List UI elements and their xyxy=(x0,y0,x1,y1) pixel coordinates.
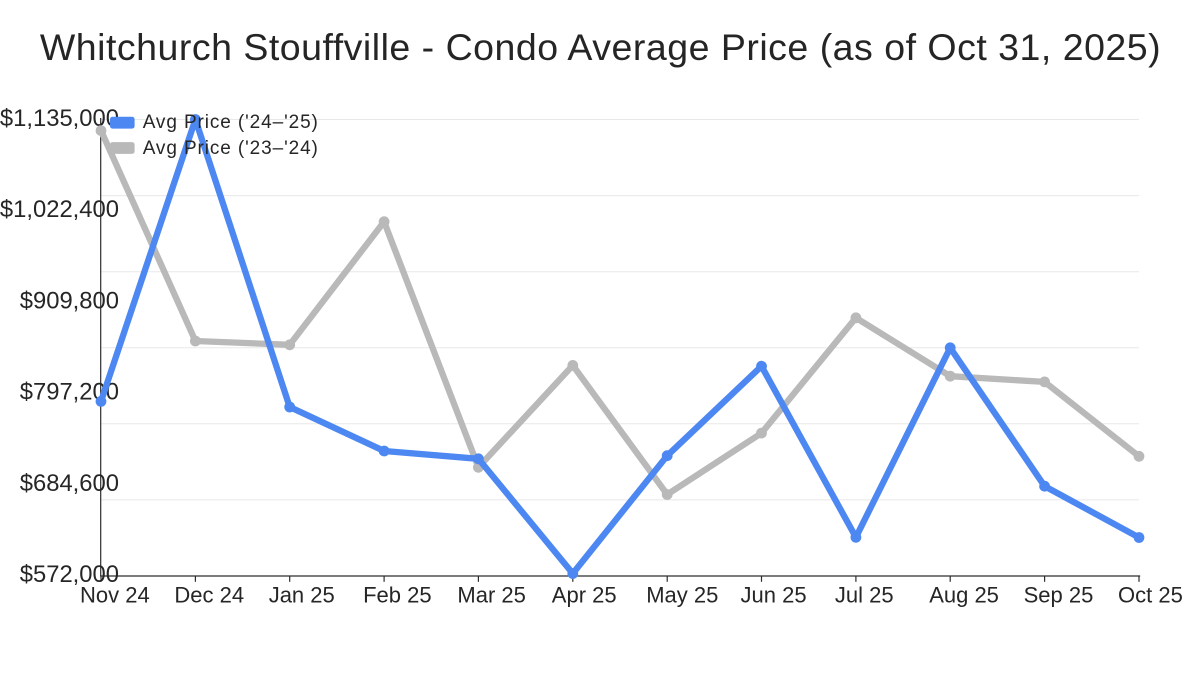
svg-text:Jun 25: Jun 25 xyxy=(741,583,807,608)
svg-text:Dec 24: Dec 24 xyxy=(174,583,244,608)
svg-text:Avg Price ('24–'25): Avg Price ('24–'25) xyxy=(143,112,319,133)
svg-text:Mar 25: Mar 25 xyxy=(457,583,525,608)
svg-text:Avg Price ('23–'24): Avg Price ('23–'24) xyxy=(143,138,319,159)
svg-text:Sep 25: Sep 25 xyxy=(1024,583,1094,608)
svg-text:May 25: May 25 xyxy=(646,583,718,608)
svg-text:$684,600: $684,600 xyxy=(20,470,119,497)
svg-text:$909,800: $909,800 xyxy=(20,287,119,314)
svg-text:Oct 25: Oct 25 xyxy=(1118,583,1183,608)
svg-text:Apr 25: Apr 25 xyxy=(552,583,617,608)
svg-text:$572,000: $572,000 xyxy=(20,561,119,588)
svg-text:Jan 25: Jan 25 xyxy=(269,583,335,608)
svg-text:Aug 25: Aug 25 xyxy=(929,583,999,608)
svg-text:Nov 24: Nov 24 xyxy=(80,583,150,608)
svg-text:Jul 25: Jul 25 xyxy=(835,583,894,608)
svg-text:Feb 25: Feb 25 xyxy=(363,583,432,608)
svg-text:$1,022,400: $1,022,400 xyxy=(0,196,119,223)
svg-text:Whitchurch Stouffville - Condo: Whitchurch Stouffville - Condo Average P… xyxy=(40,26,1161,68)
